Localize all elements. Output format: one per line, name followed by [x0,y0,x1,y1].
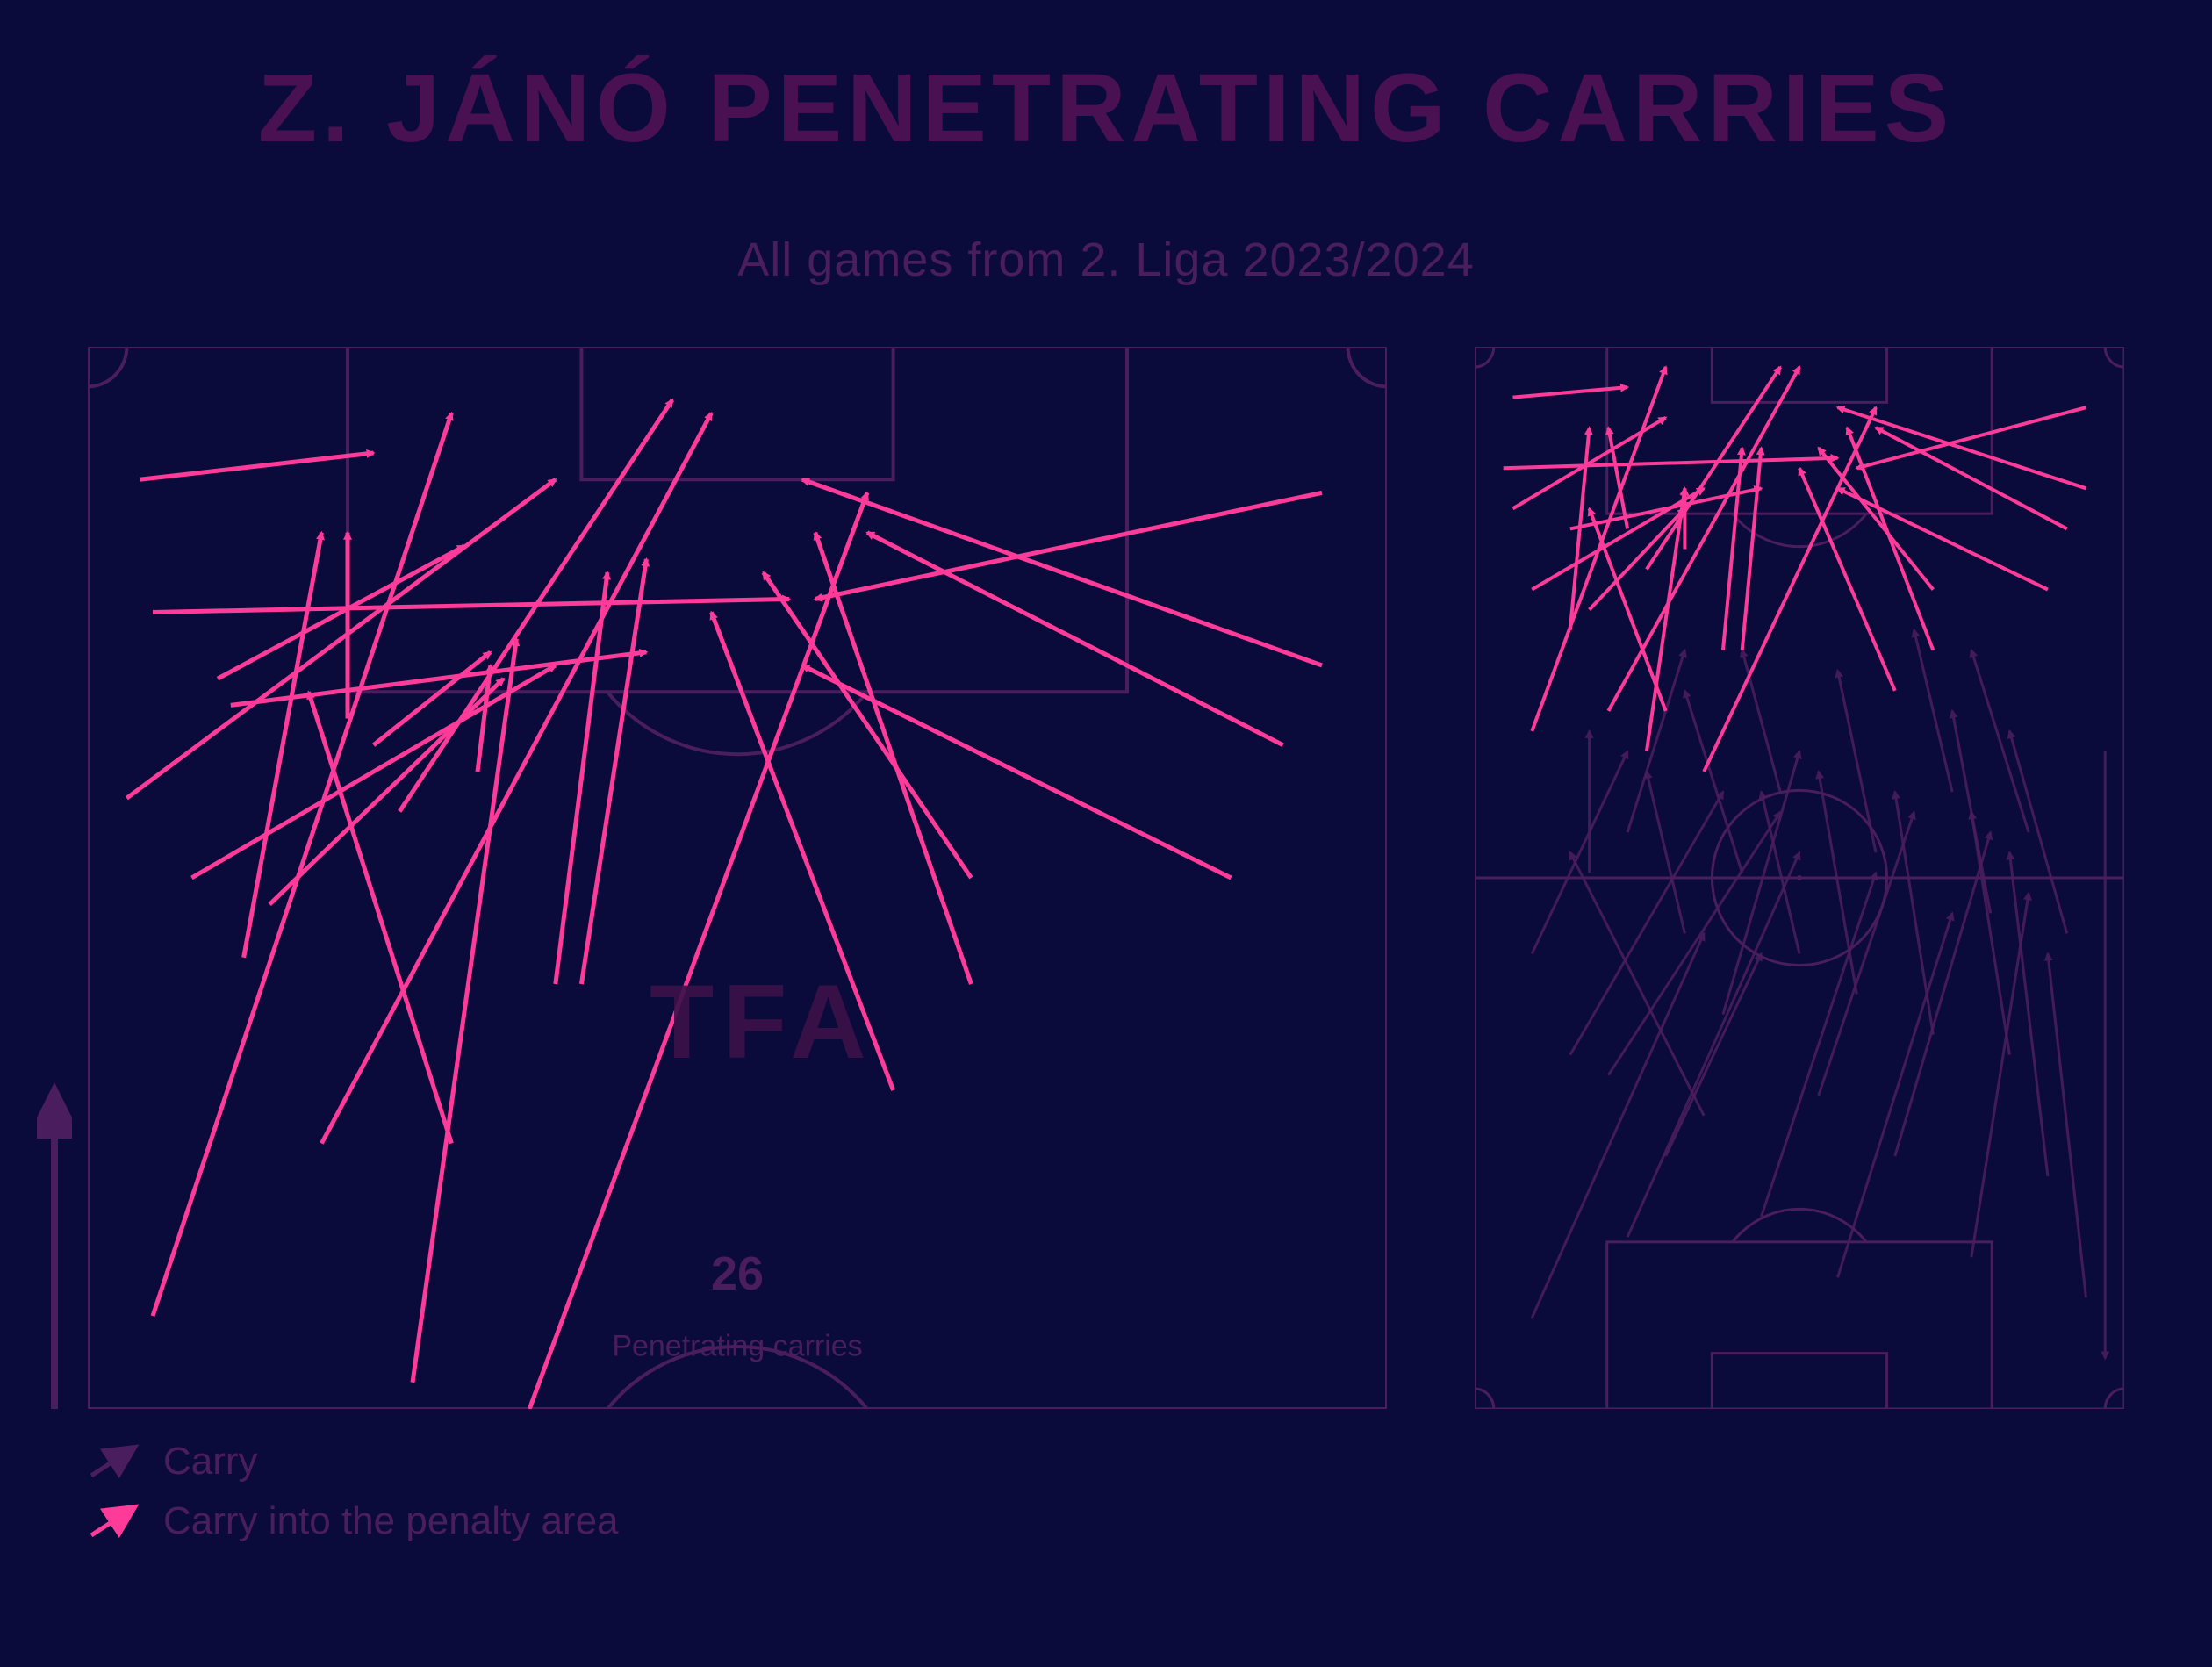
chart-title: Z. JÁNÓ PENETRATING CARRIES [0,53,2212,164]
mini-pitch [1475,347,2124,1409]
svg-text:Penetrating carries: Penetrating carries [612,1330,862,1363]
legend-carry: Carry [88,1440,619,1484]
legend-carry-penalty-label: Carry into the penalty area [163,1499,619,1543]
chart-subtitle: All games from 2. Liga 2023/2024 [0,233,2212,287]
legend: Carry Carry into the penalty area [88,1440,619,1559]
legend-carry-penalty-icon [88,1502,140,1541]
main-pitch: 26Penetrating carries TFA [88,347,1387,1409]
legend-carry-label: Carry [163,1440,258,1484]
legend-carry-icon [88,1442,140,1481]
legend-carry-penalty: Carry into the penalty area [88,1499,619,1543]
direction-arrow [37,347,72,1409]
svg-text:26: 26 [711,1247,764,1300]
